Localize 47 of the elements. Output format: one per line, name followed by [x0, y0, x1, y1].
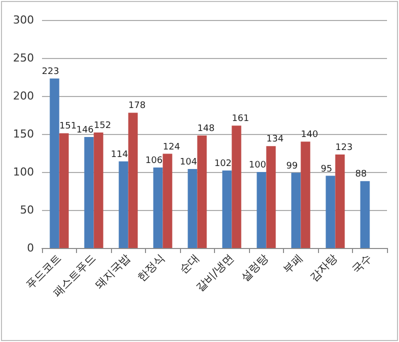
bar [360, 181, 370, 248]
bar [232, 126, 242, 248]
data-label: 134 [266, 134, 284, 145]
data-label: 146 [76, 126, 94, 136]
data-label: 104 [180, 157, 198, 168]
bar [162, 154, 172, 248]
data-label: 161 [232, 114, 250, 124]
data-label: 114 [110, 150, 128, 160]
data-label: 106 [145, 156, 163, 166]
y-tick-label: 0 [27, 242, 34, 254]
bar [118, 161, 128, 248]
y-tick-label: 300 [13, 14, 34, 26]
bar [153, 167, 163, 248]
y-tick-label: 100 [13, 166, 34, 178]
data-label: 99 [286, 161, 298, 172]
bar [256, 172, 266, 248]
data-label: 151 [59, 122, 77, 132]
data-label: 152 [94, 120, 112, 131]
data-label: 148 [197, 124, 215, 134]
data-label: 102 [214, 158, 232, 169]
bar [266, 146, 276, 248]
y-tick-label: 250 [13, 52, 34, 64]
bar [59, 133, 69, 248]
y-tick-label: 50 [20, 204, 34, 216]
data-label: 140 [300, 130, 318, 140]
data-label: 178 [128, 101, 146, 112]
bar [326, 176, 336, 248]
x-tick-label: 국수 [350, 251, 374, 276]
bar [188, 168, 198, 248]
bar [300, 142, 310, 248]
bar [128, 112, 138, 248]
bar [197, 136, 207, 248]
data-label: 123 [335, 143, 353, 154]
y-tick-label: 150 [13, 128, 34, 140]
bar [335, 154, 345, 248]
data-label: 223 [42, 67, 60, 78]
y-tick-label: 200 [13, 90, 34, 102]
x-tick-label: 부페 [280, 251, 306, 276]
data-label: 124 [162, 142, 180, 152]
bar [94, 132, 104, 248]
bar [291, 172, 301, 248]
data-label: 100 [248, 160, 266, 170]
bar [222, 170, 232, 248]
bar [84, 137, 94, 248]
data-label: 88 [355, 170, 368, 180]
data-label: 95 [320, 164, 332, 174]
bar [50, 78, 60, 248]
